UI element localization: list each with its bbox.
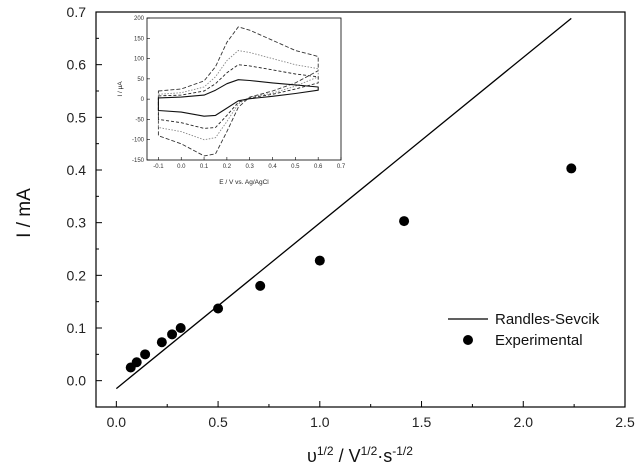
y-tick-label: 0.3 [67,215,87,231]
x-tick-label: 0.5 [208,414,228,430]
y-tick-label: 0.6 [67,57,87,73]
inset-x-tick-label: 0.2 [223,164,232,170]
inset-y-tick-label: 50 [137,77,144,83]
legend: Randles-Sevcik Experimental [448,311,600,349]
x-tick-label: 1.0 [310,414,330,430]
inset-x-tick-label: 0.3 [246,164,255,170]
inset-frame [146,17,342,161]
x-label-unit: / V [334,446,361,466]
inset-x-axis-label: E / V vs. Ag/AgCl [219,179,269,186]
x-tick-label: 2.0 [514,414,534,430]
experimental-point [566,163,577,174]
inset-y-tick-label: -50 [135,117,144,123]
inset-x-tick-label: 0.0 [177,164,186,170]
x-label-sup-2: 1/2 [361,444,378,458]
x-axis-label: υ1/2 / V1/2·s-1/2 [307,444,413,466]
inset-cv-chart: -0.1 0.0 0.1 0.2 0.3 0.4 0.5 0.6 0.7 -150 -100 -50 0… [117,16,346,186]
experimental-point [255,280,266,291]
y-tick-label: 0.1 [67,320,87,336]
inset-series [157,26,319,157]
y-tick-label: 0.4 [67,162,87,178]
y-tick-label: 0.7 [67,4,87,20]
experimental-point [399,216,410,227]
x-label-unit-2: ·s [377,446,392,466]
y-tick-label: 0.5 [67,109,87,125]
inset-axes: -0.1 0.0 0.1 0.2 0.3 0.4 0.5 0.6 0.7 -150 -100 -50 0… [132,16,346,170]
x-label-symbol: υ [307,446,317,466]
inset-y-tick-label: 100 [134,57,145,63]
inset-cv-curve-dashed [157,64,319,129]
randles-sevcik-line [115,17,572,390]
x-label-sup-1: 1/2 [317,444,334,458]
inset-y-axis-label: I / μA [117,81,124,97]
inset-x-tick-label: -0.1 [153,164,164,170]
experimental-point [167,329,178,340]
x-label-sup-3: -1/2 [392,444,413,458]
x-tick-label: 0.0 [107,414,127,430]
experimental-point [314,255,325,266]
inset-background [147,18,341,160]
inset-y-tick-label: 0 [141,97,145,103]
inset-x-tick-label: 0.1 [200,164,209,170]
experimental-point [140,349,151,360]
y-tick-label: 0.2 [67,267,87,283]
experimental-point [213,303,224,314]
x-tick-label: 2.5 [615,414,635,430]
main-axes: 0.0 0.5 1.0 1.5 2.0 2.5 0.0 0.1 0.2 0.3 0.4 0.5 0.6 0… [67,4,635,430]
main-series [115,17,577,390]
inset-x-tick-label: 0.6 [314,164,323,170]
y-axis-label: I / mA [14,188,35,238]
x-tick-label: 1.5 [412,414,432,430]
inset-y-tick-label: -100 [132,138,145,144]
legend-label-experimental: Experimental [495,332,583,349]
inset-cv-curve-solid [157,79,319,117]
plot-frame [95,11,626,408]
experimental-point [175,323,186,333]
inset-x-tick-label: 0.5 [291,164,300,170]
inset-x-tick-label: 0.7 [337,164,346,170]
inset-y-tick-label: -150 [132,158,145,164]
experimental-point [156,337,167,348]
legend-dot-swatch [463,335,473,345]
inset-y-tick-label: 150 [134,36,145,42]
experimental-point [131,357,142,368]
inset-x-tick-label: 0.4 [268,164,277,170]
inset-y-tick-label: 200 [134,16,145,22]
y-tick-label: 0.0 [67,373,87,389]
legend-label-randles-sevcik: Randles-Sevcik [495,311,600,328]
